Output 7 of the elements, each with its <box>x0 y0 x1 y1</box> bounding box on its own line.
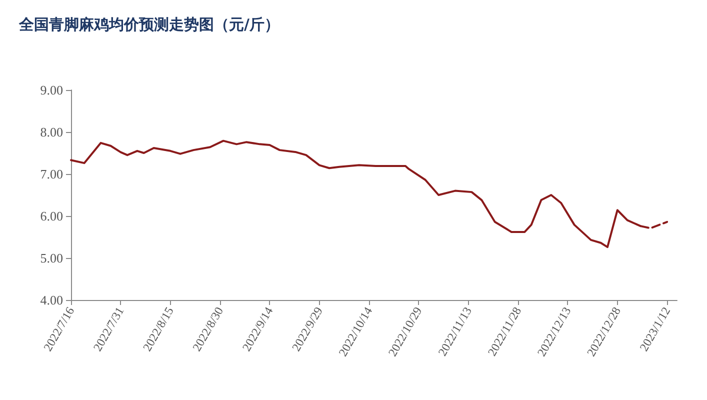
y-tick-label: 7.00 <box>40 166 63 182</box>
y-tick-label: 9.00 <box>40 82 63 98</box>
y-tick-label: 8.00 <box>40 124 63 140</box>
chart-title: 全国青脚麻鸡均价预测走势图（元/斤） <box>18 16 280 34</box>
y-tick-label: 6.00 <box>40 208 63 224</box>
y-tick-label: 5.00 <box>40 250 63 266</box>
y-tick-label: 4.00 <box>40 292 63 308</box>
